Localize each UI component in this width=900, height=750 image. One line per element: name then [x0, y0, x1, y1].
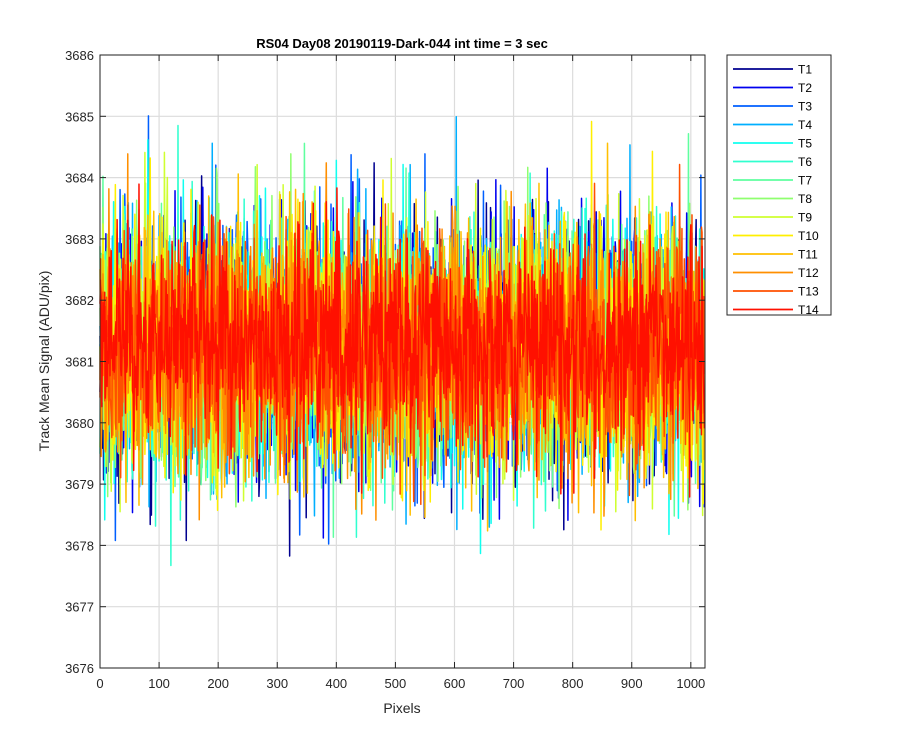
x-tick-label: 900: [621, 676, 643, 691]
x-tick-labels: 0 100 200 300 400 500 600 700 800 900 1000: [96, 676, 705, 691]
legend-label-t12: T12: [798, 266, 819, 280]
x-tick-label: 700: [503, 676, 525, 691]
x-tick-label: 300: [266, 676, 288, 691]
y-tick-label: 3681: [65, 355, 94, 370]
y-tick-label: 3685: [65, 109, 94, 124]
legend-label-t4: T4: [798, 118, 812, 132]
y-tick-label: 3679: [65, 477, 94, 492]
x-tick-label: 200: [207, 676, 229, 691]
y-tick-labels: 3676 3677 3678 3679 3680 3681 3682 3683 3684 3685…: [65, 48, 94, 676]
legend-label-t3: T3: [798, 100, 812, 114]
y-tick-label: 3684: [65, 171, 94, 186]
y-axis-label: Track Mean Signal (ADU/pix): [36, 271, 52, 452]
legend-label-t7: T7: [798, 174, 812, 188]
x-tick-label: 1000: [676, 676, 705, 691]
x-tick-label: 100: [148, 676, 170, 691]
legend-entries: T1 T2 T3 T4 T5 T6 T7 T8 T9 T10 T11 T12 T13 T14: [733, 63, 819, 317]
legend-label-t8: T8: [798, 192, 812, 206]
legend-label-t2: T2: [798, 81, 812, 95]
legend-label-t10: T10: [798, 229, 819, 243]
legend-label-t5: T5: [798, 137, 812, 151]
y-tick-label: 3680: [65, 416, 94, 431]
x-tick-label: 500: [385, 676, 407, 691]
x-tick-label: 400: [325, 676, 347, 691]
legend-label-t13: T13: [798, 285, 819, 299]
legend-label-t6: T6: [798, 155, 812, 169]
y-tick-label: 3686: [65, 48, 94, 63]
series-lines: [99, 115, 706, 567]
x-tick-label: 600: [444, 676, 466, 691]
tick-marks: [99, 54, 705, 669]
legend[interactable]: T1 T2 T3 T4 T5 T6 T7 T8 T9 T10 T11 T12 T13 T14: [726, 54, 832, 317]
y-tick-label: 3678: [65, 538, 94, 553]
y-tick-label: 3677: [65, 600, 94, 615]
y-tick-label: 3683: [65, 232, 94, 247]
series-line-t14: [99, 183, 706, 498]
x-axis-label: Pixels: [383, 700, 420, 716]
chart-title: RS04 Day08 20190119-Dark-044 int time = …: [256, 36, 548, 51]
legend-label-t1: T1: [798, 63, 812, 77]
x-tick-label: 800: [562, 676, 584, 691]
legend-label-t9: T9: [798, 211, 812, 225]
legend-label-t14: T14: [798, 303, 819, 317]
y-tick-label: 3676: [65, 661, 94, 676]
y-tick-label: 3682: [65, 293, 94, 308]
series-line-t13: [99, 163, 706, 506]
x-tick-label: 0: [96, 676, 103, 691]
legend-label-t11: T11: [798, 248, 818, 262]
